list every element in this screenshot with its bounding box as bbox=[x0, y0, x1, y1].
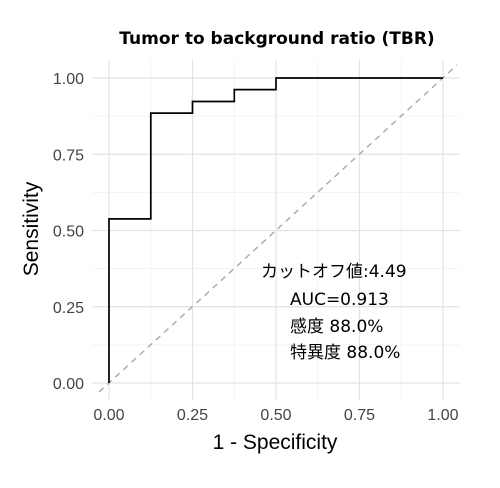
y-tick-label: 0.25 bbox=[53, 300, 84, 317]
x-axis-ticks: 0.00 0.25 0.50 0.75 1.00 bbox=[93, 407, 458, 424]
major-gridlines bbox=[92, 60, 460, 400]
reference-diagonal-line bbox=[98, 64, 458, 393]
x-tick-label: 0.75 bbox=[344, 407, 375, 424]
auc-annotation: AUC=0.913 bbox=[290, 290, 389, 310]
y-axis-label: Sensitivity bbox=[20, 181, 43, 276]
x-tick-label: 0.50 bbox=[260, 407, 291, 424]
specificity-annotation: 特異度 88.0% bbox=[290, 343, 400, 363]
cutoff-annotation: カットオフ値:4.49 bbox=[261, 262, 407, 282]
roc-curve bbox=[108, 77, 443, 383]
y-tick-label: 1.00 bbox=[53, 71, 84, 88]
y-tick-label: 0.00 bbox=[53, 376, 84, 393]
x-tick-label: 0.25 bbox=[177, 407, 208, 424]
chart-title: Tumor to background ratio (TBR) bbox=[119, 29, 434, 49]
x-axis-label: 1 - Specificity bbox=[213, 431, 338, 454]
y-tick-label: 0.75 bbox=[53, 147, 84, 164]
x-tick-label: 0.00 bbox=[93, 407, 124, 424]
x-tick-label: 1.00 bbox=[427, 407, 458, 424]
sensitivity-annotation: 感度 88.0% bbox=[290, 317, 383, 337]
y-tick-label: 0.50 bbox=[53, 224, 84, 241]
y-axis-ticks: 0.00 0.25 0.50 0.75 1.00 bbox=[53, 71, 84, 393]
